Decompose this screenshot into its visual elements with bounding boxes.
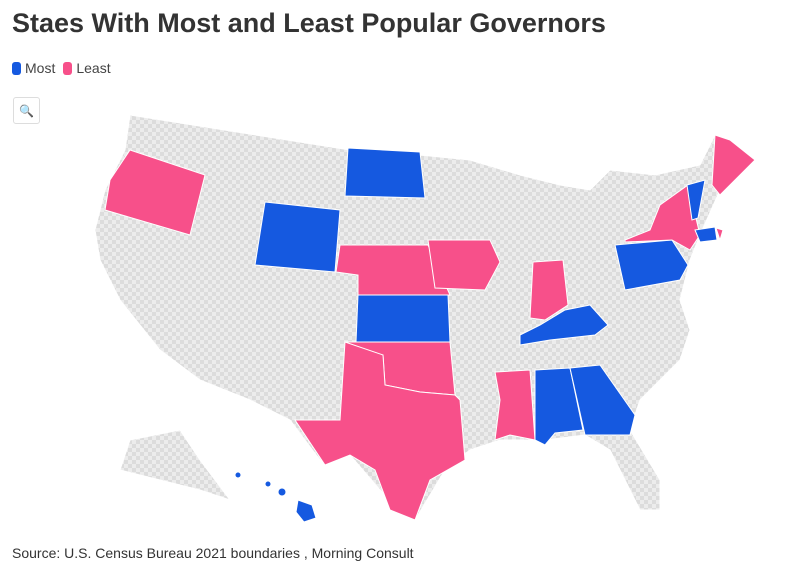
state-connecticut[interactable] [694,226,718,243]
state-oregon[interactable] [104,149,206,236]
legend-item-most[interactable]: Most [12,60,55,76]
state-mississippi[interactable] [494,369,536,441]
state-rhode-island[interactable] [715,227,724,242]
state-wyoming[interactable] [254,201,341,273]
state-vermont[interactable] [686,179,706,221]
search-icon: 🔍 [19,103,34,118]
state-kansas[interactable] [355,294,451,343]
state-north-dakota[interactable] [344,147,426,199]
zoom-button[interactable]: 🔍 [13,97,40,124]
state-texas[interactable] [294,341,466,521]
legend: Most Least [12,60,111,76]
state-alaska [119,429,232,501]
state-iowa[interactable] [427,239,501,291]
chart-title: Staes With Most and Least Popular Govern… [12,8,606,38]
source-note: Source: U.S. Census Bureau 2021 boundari… [12,545,414,561]
legend-item-least[interactable]: Least [63,60,111,76]
state-indiana[interactable] [529,259,569,321]
state-maine[interactable] [711,134,756,196]
state-hawaii[interactable] [234,471,317,523]
state-georgia[interactable] [569,364,636,436]
state-kentucky[interactable] [519,304,609,346]
